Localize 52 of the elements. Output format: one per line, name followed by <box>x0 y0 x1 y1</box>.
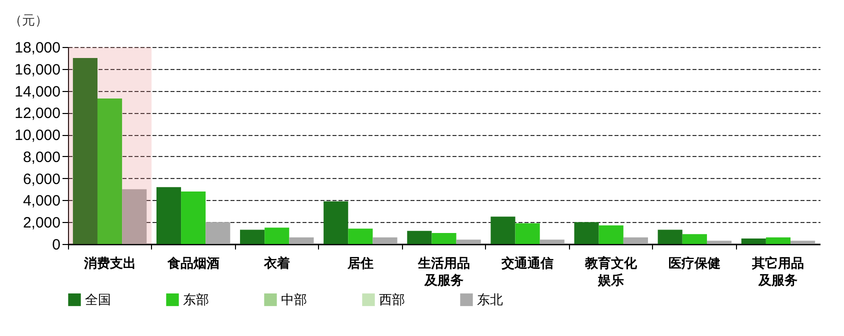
bar <box>348 228 373 244</box>
bar <box>706 240 732 244</box>
bar <box>623 237 648 244</box>
y-tick-label: 4,000 <box>22 192 60 210</box>
bar <box>574 222 599 244</box>
bar <box>540 240 564 244</box>
bar <box>766 237 791 244</box>
y-tick-label: 0 <box>52 236 60 254</box>
x-tick-label: 食品烟酒 <box>166 256 220 270</box>
y-tick-label: 8,000 <box>22 148 60 166</box>
y-tick-label: 2,000 <box>22 214 60 232</box>
x-tick-label: 生活用品及服务 <box>417 256 470 288</box>
bar <box>741 238 766 244</box>
bar <box>264 228 290 244</box>
x-tick-label: 医疗保健 <box>668 256 721 270</box>
bar <box>240 230 265 244</box>
bar <box>122 189 147 244</box>
bar <box>206 222 230 244</box>
bar <box>372 237 398 244</box>
y-axis-title: （元） <box>9 12 48 28</box>
bar <box>181 191 206 244</box>
x-tick-label: 衣着 <box>262 256 290 270</box>
y-tick-label: 12,000 <box>14 105 60 122</box>
x-tick-label: 教育文化娱乐 <box>584 256 638 288</box>
legend-label: 西部 <box>379 292 405 307</box>
bar <box>156 187 182 244</box>
bar <box>790 240 816 244</box>
bar <box>289 237 314 244</box>
bar <box>658 230 682 244</box>
bar <box>515 223 540 244</box>
x-tick-label: 居住 <box>346 256 374 270</box>
legend-label: 东部 <box>183 292 209 307</box>
bar <box>432 233 456 244</box>
x-tick-label: 其它用品及服务 <box>751 256 804 288</box>
y-tick-label: 16,000 <box>14 61 60 78</box>
y-tick-label: 14,000 <box>14 83 60 100</box>
y-tick-label: 10,000 <box>14 127 60 144</box>
y-tick-label: 6,000 <box>22 170 60 188</box>
bar <box>490 216 516 244</box>
legend-label: 中部 <box>281 292 307 307</box>
legend-label: 东北 <box>477 292 503 307</box>
bar <box>324 201 348 244</box>
bar <box>598 225 624 244</box>
bar <box>72 58 98 244</box>
y-tick-label: 18,000 <box>14 40 60 56</box>
bar <box>682 234 707 244</box>
legend-label: 全国 <box>85 292 111 307</box>
bar <box>456 240 481 244</box>
x-tick-label: 交通通信 <box>500 256 554 270</box>
bar <box>97 98 122 244</box>
x-tick-label: 消费支出 <box>82 256 136 270</box>
bar <box>407 230 432 244</box>
